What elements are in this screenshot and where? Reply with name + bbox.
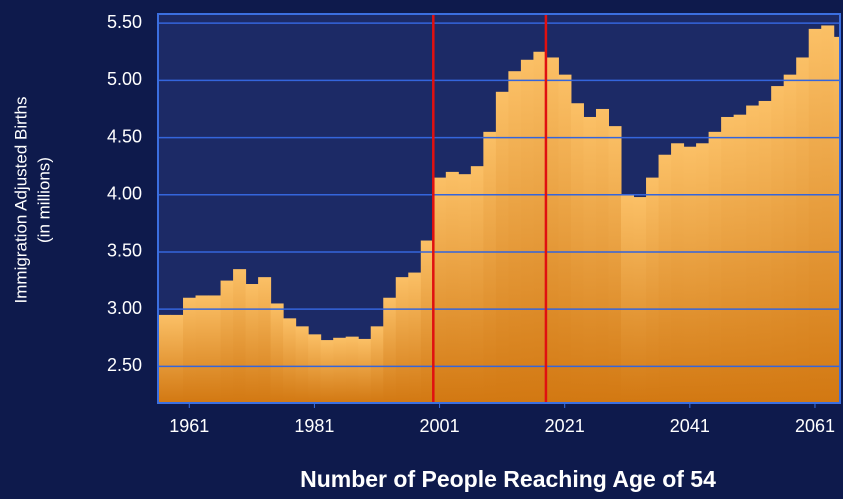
y-tick-label: 2.50	[107, 355, 142, 375]
x-tick-label: 1981	[294, 416, 334, 436]
area-step	[370, 326, 384, 403]
y-axis-label: Immigration Adjusted Births	[11, 97, 30, 304]
area-step	[408, 272, 422, 403]
area-step	[646, 177, 660, 403]
plot-area	[158, 14, 841, 404]
x-tick-label: 2041	[670, 416, 710, 436]
y-tick-label: 3.00	[107, 298, 142, 318]
area-step	[420, 240, 434, 403]
area-step	[796, 57, 810, 403]
area-step	[433, 177, 447, 403]
area-step	[220, 280, 234, 403]
area-step	[570, 103, 584, 403]
y-tick-label: 4.00	[107, 184, 142, 204]
area-step	[633, 197, 647, 403]
area-step	[458, 174, 472, 403]
area-step	[821, 25, 835, 404]
area-step	[383, 297, 397, 403]
x-tick-label: 2021	[545, 416, 585, 436]
area-step	[183, 297, 197, 403]
area-step	[733, 114, 747, 404]
area-step	[270, 303, 284, 403]
area-step	[483, 131, 497, 403]
area-step	[508, 71, 522, 404]
area-step	[320, 340, 334, 403]
chart-title: Number of People Reaching Age of 54	[300, 466, 716, 492]
y-tick-label: 3.50	[107, 241, 142, 261]
area-step	[170, 314, 184, 403]
y-tick-label: 4.50	[107, 126, 142, 146]
area-step	[621, 194, 635, 403]
area-step	[358, 338, 372, 403]
area-step	[208, 295, 222, 403]
area-step	[708, 131, 722, 403]
area-step	[608, 126, 622, 403]
y-axis-label: (in millions)	[34, 157, 53, 243]
area-step	[746, 105, 760, 403]
area-step	[258, 277, 272, 403]
area-step	[395, 277, 409, 403]
area-step	[696, 143, 710, 404]
area-step	[658, 154, 672, 403]
area-step	[245, 284, 259, 403]
area-step	[595, 108, 609, 403]
area-step	[520, 59, 534, 403]
x-tick-label: 1961	[169, 416, 209, 436]
area-step	[545, 57, 559, 403]
area-step	[683, 146, 697, 403]
area-step	[233, 269, 247, 403]
x-tick-label: 2001	[420, 416, 460, 436]
area-step	[345, 336, 359, 403]
area-step	[721, 116, 735, 404]
area-step	[783, 74, 797, 403]
area-step	[308, 334, 322, 403]
area-step	[333, 337, 347, 403]
plot-border	[157, 13, 841, 404]
area-step	[671, 143, 685, 404]
area-step	[283, 318, 297, 403]
area-step	[158, 314, 172, 403]
area-step	[445, 171, 459, 403]
area-step	[195, 295, 209, 403]
x-tick-label: 2061	[795, 416, 835, 436]
area-step	[808, 28, 822, 403]
y-tick-label: 5.50	[107, 12, 142, 32]
area-step	[495, 91, 509, 404]
area-step	[533, 51, 547, 403]
y-tick-label: 5.00	[107, 69, 142, 89]
area-step	[470, 166, 484, 403]
area-step	[583, 116, 597, 404]
area-step	[771, 86, 785, 404]
area-step	[833, 36, 841, 403]
area-step	[295, 326, 309, 403]
area-step	[558, 74, 572, 403]
